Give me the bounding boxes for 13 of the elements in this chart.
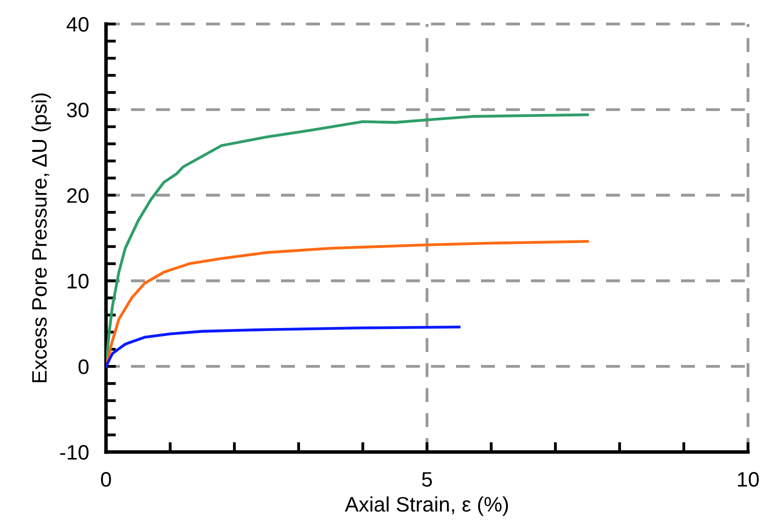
y-tick-label: 30 [66, 102, 89, 118]
y-tick-label: 10 [68, 274, 89, 289]
line-series [106, 326, 460, 368]
y-tick-label: 40 [66, 17, 89, 32]
x-tick-label: 5 [422, 472, 432, 487]
y-tick-label: 20 [67, 188, 89, 203]
y-axis-title: Excess Pore Pressure, ΔU (psi) [31, 93, 51, 382]
x-tick-label: 10 [738, 472, 759, 487]
line-series [106, 113, 589, 368]
x-axis-title: Axial Strain, ε (%) [344, 496, 508, 516]
x-tick-label: 0 [101, 472, 111, 487]
y-tick-label: 0 [78, 359, 89, 374]
y-tick-label: -10 [60, 445, 89, 460]
